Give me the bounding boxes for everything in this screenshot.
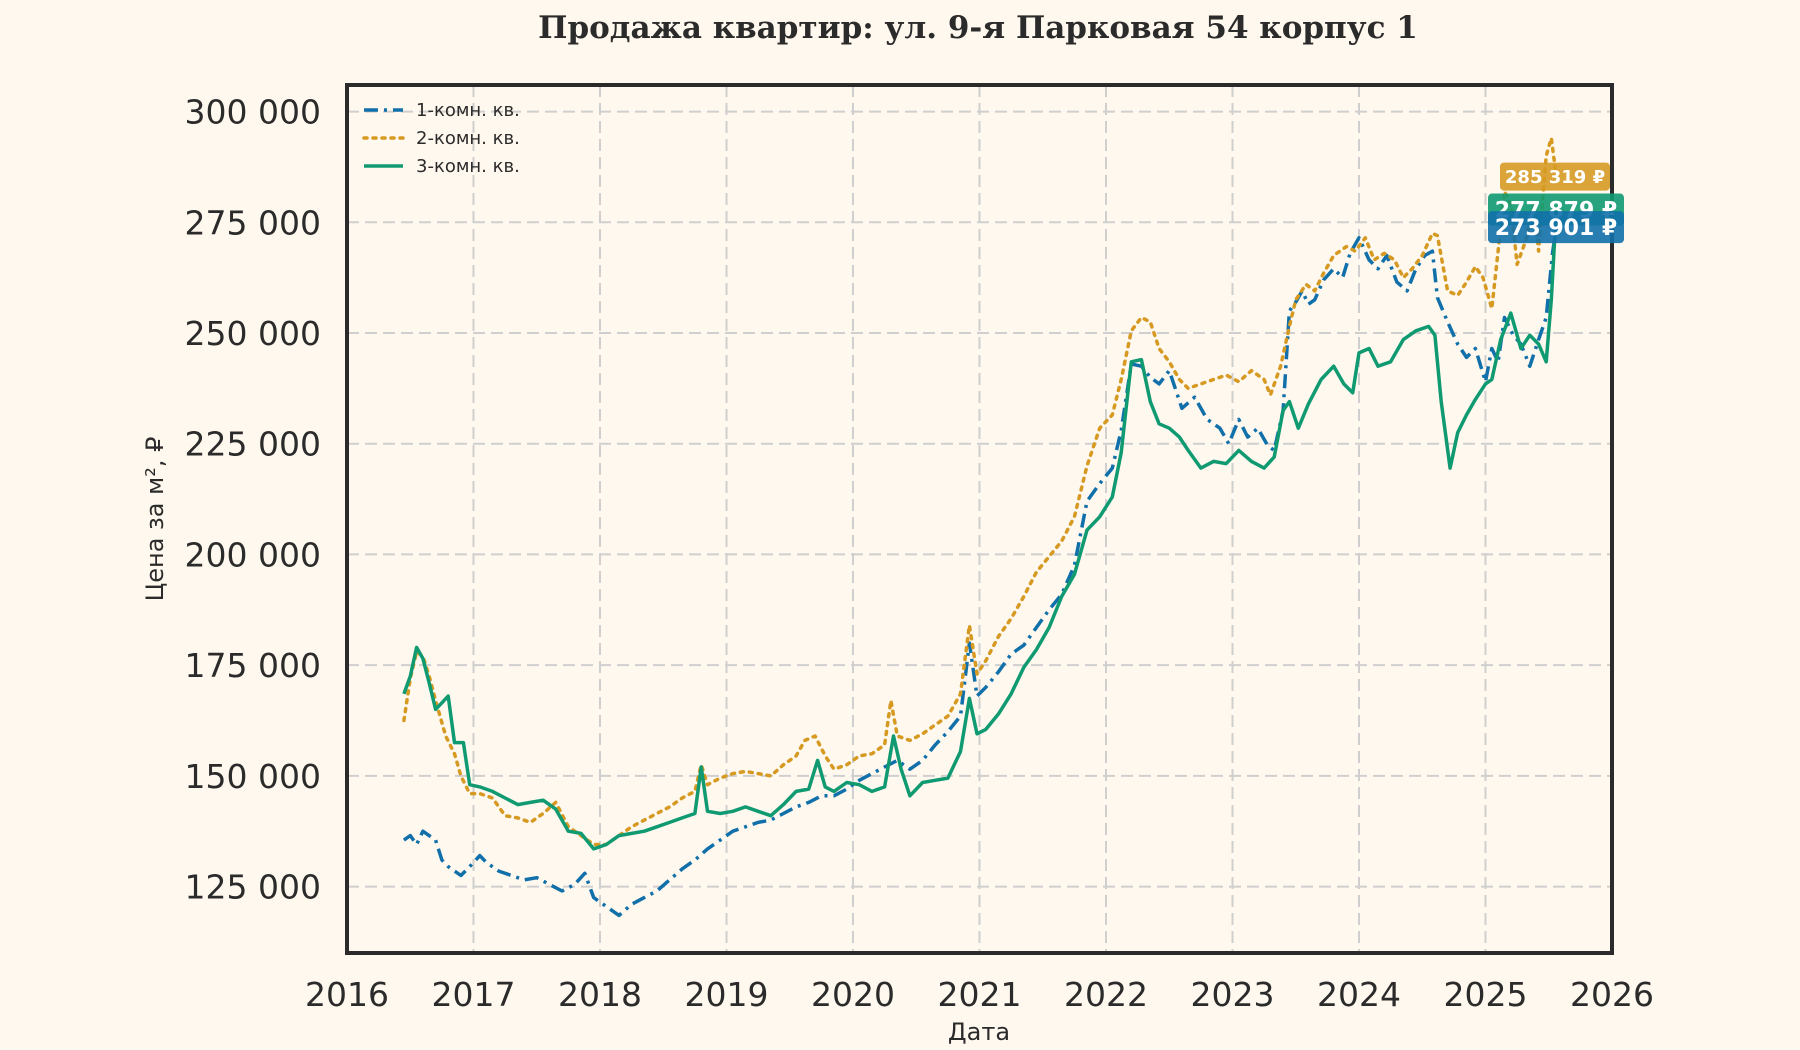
series-layer <box>402 136 1559 918</box>
y-tick-label: 250 000 <box>185 314 321 353</box>
y-tick-label: 150 000 <box>185 757 321 796</box>
y-tick-label: 200 000 <box>185 535 321 574</box>
x-tick-label: 2026 <box>1570 975 1654 1014</box>
x-tick-label: 2017 <box>432 975 516 1014</box>
chart-title: Продажа квартир: ул. 9-я Парковая 54 кор… <box>538 10 1418 46</box>
x-tick-label: 2018 <box>558 975 642 1014</box>
x-tick-label: 2021 <box>938 975 1022 1014</box>
series-1-room-line <box>402 226 1559 918</box>
legend-label: 2-комн. кв. <box>416 128 520 149</box>
y-tick-label: 225 000 <box>185 425 321 464</box>
y-tick-label: 125 000 <box>185 868 321 907</box>
x-tick-label: 2020 <box>811 975 895 1014</box>
x-tick-label: 2025 <box>1444 975 1528 1014</box>
y-axis-label: Цена за м², ₽ <box>141 437 169 602</box>
x-axis-ticks: 2016 2017 2018 2019 2020 2021 2022 2023 2024 2025… <box>305 975 1654 1014</box>
x-tick-label: 2023 <box>1191 975 1275 1014</box>
end-label-box <box>1488 211 1624 244</box>
x-tick-label: 2024 <box>1317 975 1401 1014</box>
end-label: 285 319 ₽ <box>1500 162 1610 191</box>
x-tick-label: 2022 <box>1064 975 1148 1014</box>
legend: 1-комн. кв. 2-комн. кв. 3-комн. кв. <box>362 100 520 177</box>
grid <box>347 85 1612 953</box>
legend-label: 3-комн. кв. <box>416 156 520 177</box>
y-tick-label: 275 000 <box>185 203 321 242</box>
end-labels: 285 319 ₽277 879 ₽273 901 ₽ <box>1488 162 1624 244</box>
y-tick-label: 175 000 <box>185 646 321 685</box>
legend-label: 1-комн. кв. <box>416 100 520 121</box>
x-tick-label: 2019 <box>685 975 769 1014</box>
plot-frame <box>345 83 1614 955</box>
x-axis-label: Дата <box>948 1018 1010 1046</box>
series-2-room-line <box>402 136 1559 847</box>
y-tick-label: 300 000 <box>185 93 321 132</box>
end-label-text: 285 319 ₽ <box>1505 167 1605 188</box>
series-3-room-line <box>402 209 1559 851</box>
end-label-text: 273 901 ₽ <box>1495 216 1617 241</box>
y-axis-ticks: 125 000 150 000 175 000 200 000 225 000 250 0… <box>185 93 321 907</box>
end-label-box <box>1500 162 1610 191</box>
x-tick-label: 2016 <box>305 975 389 1014</box>
end-label: 273 901 ₽ <box>1488 211 1624 244</box>
